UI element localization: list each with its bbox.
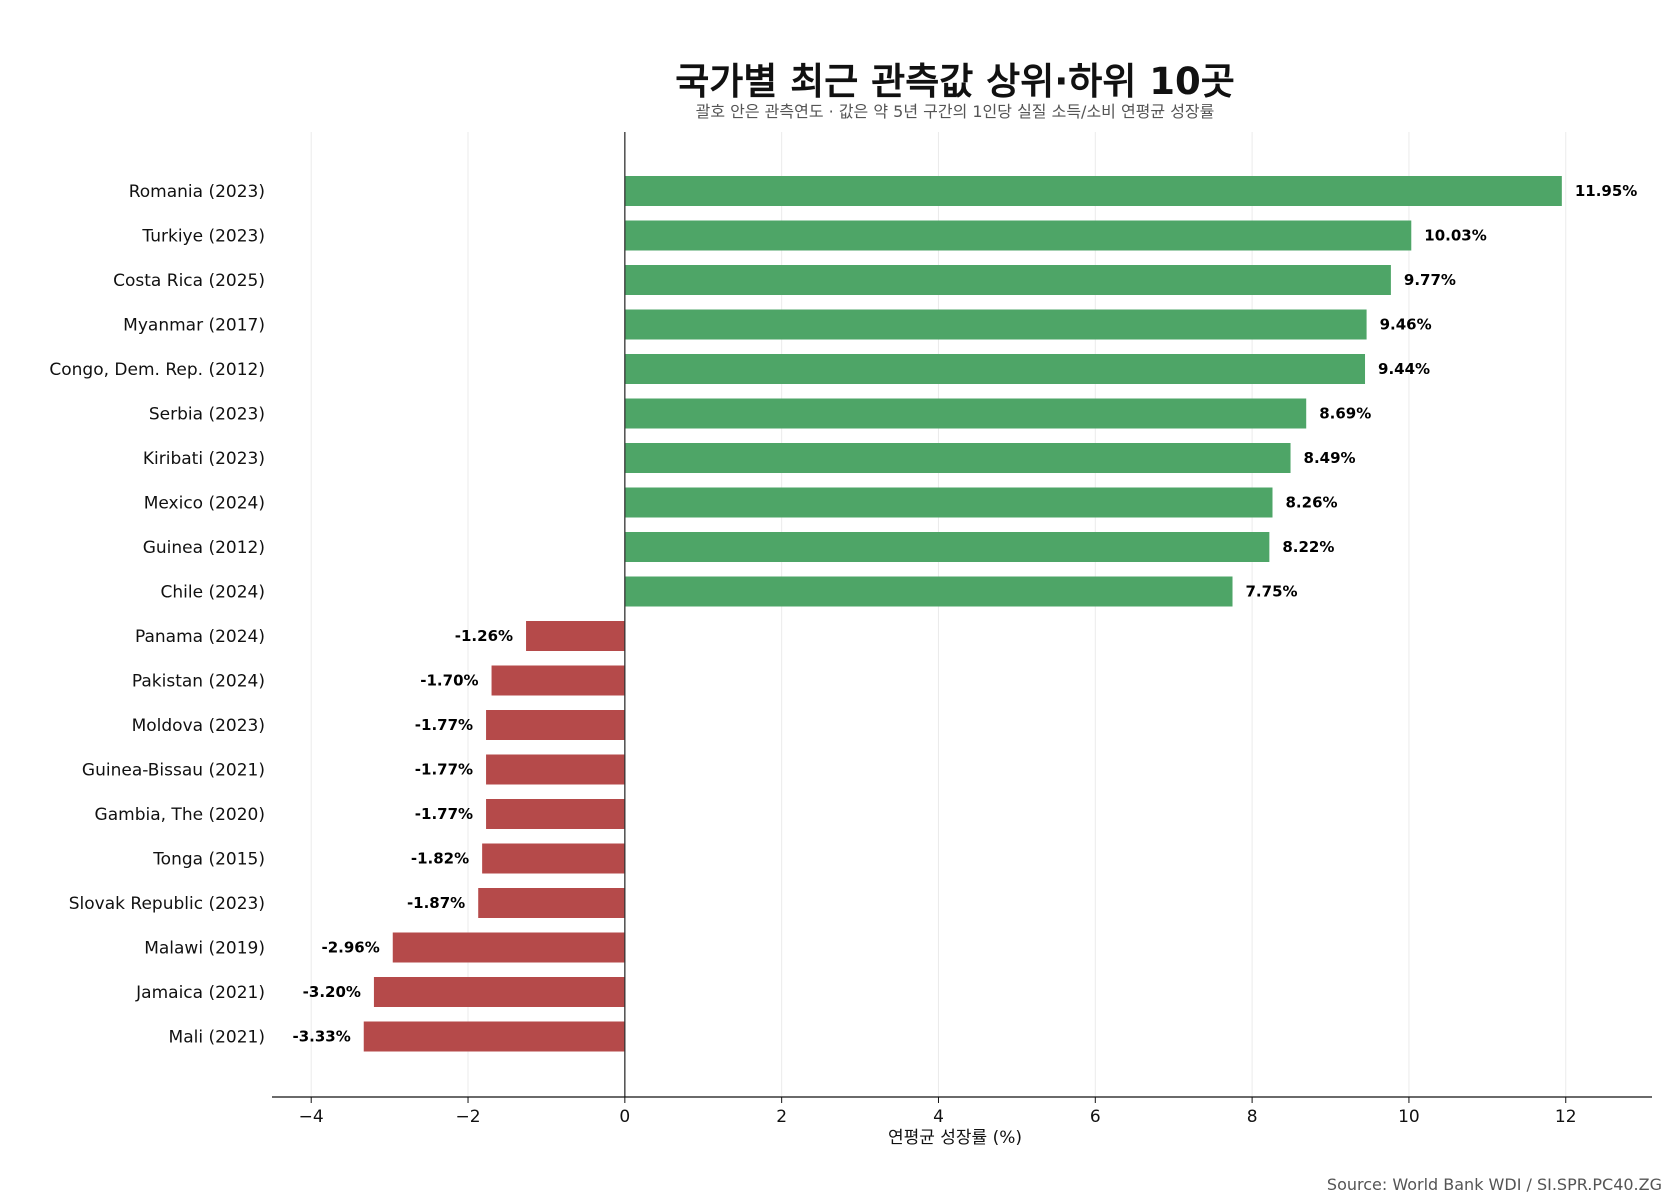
- bars: Romania (2023) 11.95% Turkiye (2023) 10.03%…: [49, 176, 1637, 1052]
- x-tick-label: 12: [1555, 1107, 1577, 1127]
- bar: [624, 176, 1562, 206]
- x-tick-label: 10: [1398, 1107, 1420, 1127]
- value-label: 8.26%: [1286, 494, 1338, 512]
- bar: [486, 799, 625, 829]
- category-label: Mexico (2024): [144, 494, 265, 514]
- bar: [526, 621, 625, 651]
- category-label: Congo, Dem. Rep. (2012): [49, 360, 265, 380]
- value-label: -1.77%: [415, 805, 473, 823]
- value-label: -1.77%: [415, 716, 473, 734]
- category-label: Chile (2024): [161, 583, 265, 603]
- value-label: 8.49%: [1304, 449, 1356, 467]
- bar: [624, 443, 1291, 473]
- category-label: Tonga (2015): [152, 850, 265, 870]
- category-label: Pakistan (2024): [132, 672, 265, 692]
- category-label: Guinea (2012): [143, 538, 265, 558]
- value-label: 8.69%: [1319, 405, 1371, 423]
- category-label: Myanmar (2017): [123, 316, 265, 336]
- value-label: 7.75%: [1246, 583, 1298, 601]
- bar: [486, 710, 625, 740]
- axes: −4 −2 0 2 4 6 8 10 12: [272, 132, 1652, 1127]
- bar: [624, 576, 1233, 607]
- bar: [478, 888, 625, 918]
- category-label: Jamaica (2021): [135, 983, 265, 1003]
- value-label: 9.77%: [1404, 271, 1456, 289]
- category-label: Kiribati (2023): [143, 449, 265, 469]
- chart-subtitle: 괄호 안은 관측연도 · 값은 약 5년 구간의 1인당 실질 소득/소비 연평…: [696, 102, 1215, 121]
- value-label: -3.20%: [303, 983, 361, 1001]
- category-label: Moldova (2023): [132, 716, 265, 736]
- value-label: 11.95%: [1575, 182, 1637, 200]
- bar: [624, 487, 1273, 518]
- bar: [392, 932, 625, 963]
- x-tick-label: 0: [619, 1107, 630, 1127]
- category-label: Romania (2023): [129, 182, 265, 202]
- bar: [491, 665, 625, 696]
- bar: [482, 843, 625, 874]
- category-label: Turkiye (2023): [141, 227, 265, 247]
- x-tick-label: 2: [776, 1107, 787, 1127]
- x-tick-label: 6: [1090, 1107, 1101, 1127]
- bar: [624, 398, 1307, 429]
- bar: [624, 265, 1391, 295]
- value-label: -1.70%: [420, 672, 478, 690]
- category-label: Costa Rica (2025): [113, 271, 265, 291]
- bar: [624, 220, 1412, 251]
- chart-title: 국가별 최근 관측값 상위·하위 10곳: [675, 60, 1235, 103]
- x-tick-label: 4: [933, 1107, 944, 1127]
- x-tick-label: 8: [1247, 1107, 1258, 1127]
- x-tick-label: −2: [455, 1107, 480, 1127]
- category-label: Slovak Republic (2023): [69, 894, 265, 914]
- category-label: Guinea-Bissau (2021): [82, 761, 265, 781]
- value-label: -1.26%: [455, 627, 513, 645]
- category-label: Serbia (2023): [149, 405, 265, 425]
- category-label: Mali (2021): [169, 1028, 265, 1048]
- source-note: Source: World Bank WDI / SI.SPR.PC40.ZG: [1327, 1175, 1662, 1194]
- category-label: Malawi (2019): [144, 939, 265, 959]
- value-label: -3.33%: [292, 1028, 350, 1046]
- bar: [486, 754, 625, 785]
- bar: [624, 532, 1270, 562]
- value-label: -1.77%: [415, 761, 473, 779]
- x-axis-label: 연평균 성장률 (%): [888, 1128, 1022, 1148]
- value-label: -1.87%: [407, 894, 465, 912]
- category-label: Gambia, The (2020): [95, 805, 265, 825]
- bar: [624, 309, 1367, 340]
- bar: [624, 354, 1366, 384]
- value-label: 9.46%: [1380, 316, 1432, 334]
- value-label: 10.03%: [1424, 227, 1486, 245]
- value-label: 8.22%: [1282, 538, 1334, 556]
- bar: [373, 977, 625, 1007]
- value-label: -1.82%: [411, 850, 469, 868]
- bar: [363, 1021, 625, 1052]
- value-label: -2.96%: [321, 939, 379, 957]
- value-label: 9.44%: [1378, 360, 1430, 378]
- category-label: Panama (2024): [135, 627, 265, 647]
- x-tick-label: −4: [299, 1107, 324, 1127]
